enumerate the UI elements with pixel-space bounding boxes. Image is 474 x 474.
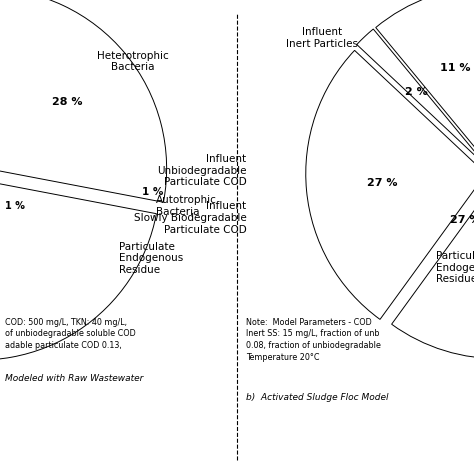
Text: Heterotrophic
Bacteria: Heterotrophic Bacteria xyxy=(97,51,169,73)
Text: Particulate
Endogenous
Residue: Particulate Endogenous Residue xyxy=(118,242,183,275)
Text: Modeled with Raw Wastewater: Modeled with Raw Wastewater xyxy=(5,374,143,383)
Text: 27 %: 27 % xyxy=(450,215,474,226)
Text: 27 %: 27 % xyxy=(367,179,397,189)
Text: Note:  Model Parameters - COD
Inert SS: 15 mg/L, fraction of unb
0.08, fraction : Note: Model Parameters - COD Inert SS: 1… xyxy=(246,318,382,362)
Wedge shape xyxy=(0,135,156,360)
Wedge shape xyxy=(306,50,474,319)
Text: Influent
Inert Particles: Influent Inert Particles xyxy=(286,27,358,49)
Text: COD: 500 mg/L, TKN: 40 mg/L,
of unbiodegradable soluble COD
adable particulate C: COD: 500 mg/L, TKN: 40 mg/L, of unbiodeg… xyxy=(5,318,136,350)
Text: 11 %: 11 % xyxy=(440,63,471,73)
Text: b)  Activated Sludge Floc Model: b) Activated Sludge Floc Model xyxy=(246,393,389,402)
Wedge shape xyxy=(376,0,474,166)
Text: Particulate
Endogenous
Residue: Particulate Endogenous Residue xyxy=(436,251,474,284)
Text: Influent
Slowly Biodegradable
Particulate COD: Influent Slowly Biodegradable Particulat… xyxy=(134,201,246,235)
Text: Influent
Unbiodegradable
Particulate COD: Influent Unbiodegradable Particulate COD xyxy=(157,154,246,187)
Wedge shape xyxy=(357,29,474,168)
Text: Autotrophic
Bacteria: Autotrophic Bacteria xyxy=(156,195,217,217)
Wedge shape xyxy=(0,0,167,202)
Text: 2 %: 2 % xyxy=(405,87,428,97)
Text: 1 %: 1 % xyxy=(5,201,25,211)
Text: 1 %: 1 % xyxy=(142,187,164,197)
Wedge shape xyxy=(392,102,474,359)
Text: 28 %: 28 % xyxy=(52,97,82,107)
